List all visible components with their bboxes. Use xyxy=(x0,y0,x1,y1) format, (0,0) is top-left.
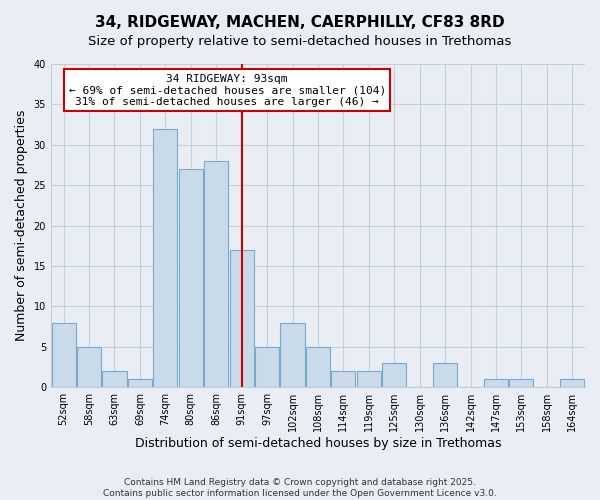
Text: Size of property relative to semi-detached houses in Trethomas: Size of property relative to semi-detach… xyxy=(88,35,512,48)
Bar xyxy=(357,371,381,387)
Text: 34 RIDGEWAY: 93sqm
← 69% of semi-detached houses are smaller (104)
31% of semi-d: 34 RIDGEWAY: 93sqm ← 69% of semi-detache… xyxy=(68,74,386,107)
Bar xyxy=(52,322,76,387)
Bar xyxy=(306,347,330,387)
Bar xyxy=(331,371,355,387)
Text: 34, RIDGEWAY, MACHEN, CAERPHILLY, CF83 8RD: 34, RIDGEWAY, MACHEN, CAERPHILLY, CF83 8… xyxy=(95,15,505,30)
Bar xyxy=(153,128,178,387)
Bar xyxy=(179,169,203,387)
Y-axis label: Number of semi-detached properties: Number of semi-detached properties xyxy=(15,110,28,342)
Bar xyxy=(255,347,279,387)
Bar xyxy=(433,363,457,387)
Bar xyxy=(204,161,229,387)
X-axis label: Distribution of semi-detached houses by size in Trethomas: Distribution of semi-detached houses by … xyxy=(135,437,501,450)
Bar xyxy=(382,363,406,387)
Bar xyxy=(128,379,152,387)
Bar xyxy=(560,379,584,387)
Bar xyxy=(230,250,254,387)
Bar xyxy=(77,347,101,387)
Text: Contains HM Land Registry data © Crown copyright and database right 2025.
Contai: Contains HM Land Registry data © Crown c… xyxy=(103,478,497,498)
Bar xyxy=(280,322,305,387)
Bar xyxy=(484,379,508,387)
Bar xyxy=(509,379,533,387)
Bar xyxy=(103,371,127,387)
